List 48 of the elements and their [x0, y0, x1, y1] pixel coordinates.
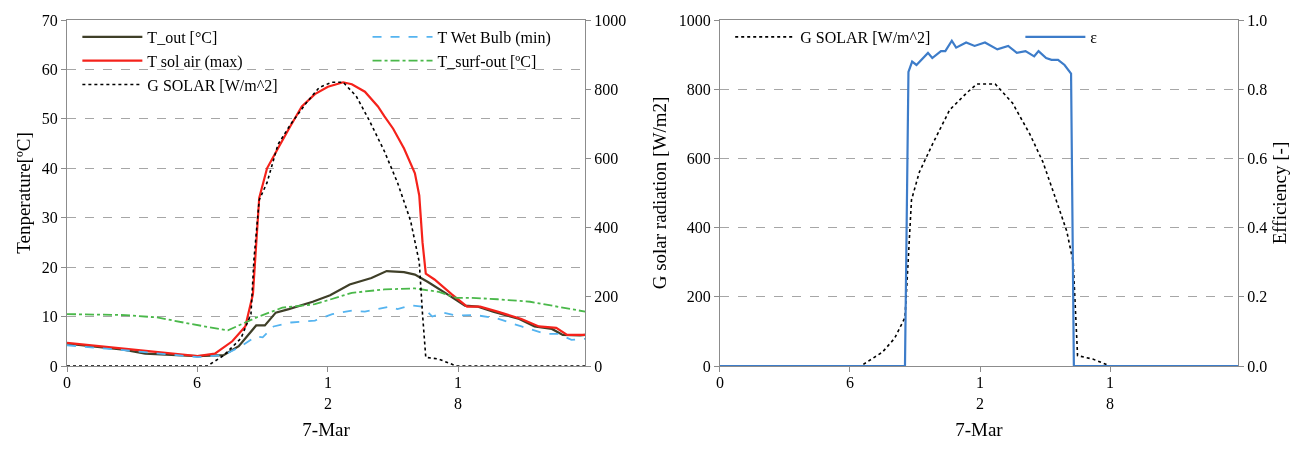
- y-tick-label: 600: [686, 150, 711, 167]
- y2-tick-label: 0.0: [1247, 357, 1268, 375]
- line-series: [67, 304, 586, 358]
- x-axis-title: 7-Mar: [302, 419, 351, 440]
- y-axis-title: Tenperature[ºC]: [12, 132, 34, 254]
- y-axis-title: G solar radiation [W/m2]: [649, 96, 671, 290]
- y2-tick-label: 400: [594, 219, 619, 237]
- legend-label: G SOLAR [W/m^2]: [800, 29, 931, 47]
- legend-label: T_out [°C]: [147, 29, 218, 47]
- line-series: [67, 287, 586, 332]
- y-tick-label: 0: [702, 357, 711, 375]
- x-tick-label: 1 8: [454, 374, 462, 412]
- y2-tick-label: 200: [594, 288, 619, 306]
- y-tick-label: 0: [49, 357, 58, 375]
- y-tick-label: 400: [686, 219, 711, 237]
- legend-label: G SOLAR [W/m^2]: [147, 76, 278, 94]
- x-axis-title: 7-Mar: [955, 419, 1004, 440]
- y-tick-label: 50: [41, 110, 58, 128]
- y-tick-label: 200: [686, 288, 711, 306]
- y-tick-label: 30: [41, 209, 58, 227]
- y2-tick-label: 0.2: [1247, 288, 1268, 306]
- y2-tick-label: 1.0: [1247, 11, 1268, 29]
- legend-label: ε: [1090, 29, 1098, 47]
- y2-tick-label: 1000: [594, 11, 627, 29]
- legend-label: T Wet Bulb (min): [437, 29, 551, 48]
- y2-tick-label: 0.6: [1247, 150, 1268, 167]
- x-tick-label: 0: [63, 374, 71, 391]
- y2-axis-title: Efficiency [-]: [1269, 141, 1290, 245]
- x-tick-label: 6: [846, 374, 854, 391]
- y-tick-label: 10: [41, 308, 58, 326]
- x-tick-label: 1 8: [1106, 374, 1114, 412]
- y2-tick-label: 0.8: [1247, 80, 1268, 98]
- y-tick-label: 1000: [678, 11, 711, 29]
- y-tick-label: 800: [686, 80, 711, 98]
- legend-label: T_surf-out [ºC]: [437, 52, 537, 70]
- x-tick-label: 1 2: [324, 374, 332, 412]
- y2-tick-label: 0: [594, 357, 603, 375]
- y2-tick-label: 800: [594, 80, 619, 98]
- legend-label: T sol air (max): [147, 52, 243, 71]
- x-tick-label: 6: [193, 374, 201, 391]
- y-tick-label: 70: [41, 11, 58, 29]
- y2-tick-label: 0.4: [1247, 219, 1268, 237]
- y-tick-label: 40: [41, 159, 58, 177]
- y-tick-label: 60: [41, 61, 58, 79]
- x-tick-label: 1 2: [976, 374, 984, 412]
- x-tick-label: 0: [716, 374, 724, 391]
- y2-tick-label: 600: [594, 150, 619, 167]
- y-tick-label: 20: [41, 258, 58, 276]
